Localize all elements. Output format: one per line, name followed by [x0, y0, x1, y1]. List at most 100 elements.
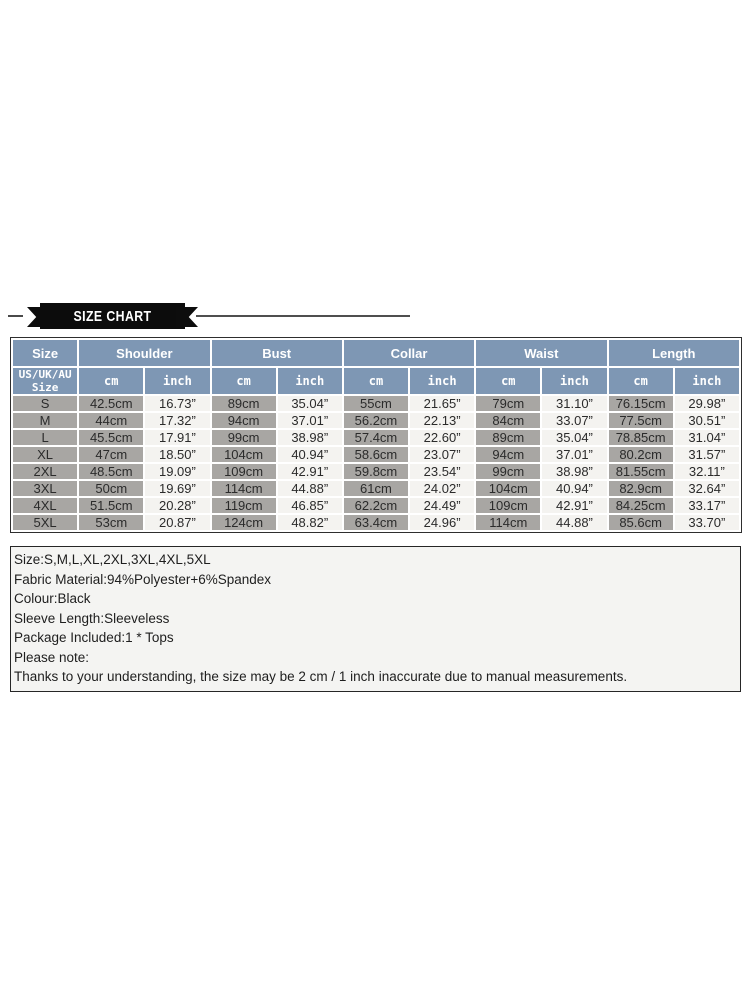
note-line: Sleeve Length:Sleeveless — [14, 610, 170, 626]
cm-value-cell: 79cm — [476, 396, 541, 412]
inch-value-cell: 16.73” — [145, 396, 210, 412]
size-row-2xl: 2XL 48.5cm 19.09” 109cm 42.91” 59.8cm 23.54” 99… — [13, 464, 739, 480]
inch-value-cell: 46.85” — [277, 498, 342, 514]
cm-value-cell: 53cm — [79, 515, 144, 531]
inch-value-cell: 22.13” — [410, 413, 475, 429]
cm-value-cell: 48.5cm — [79, 464, 144, 480]
size-table-container: Size Shoulder Bust Collar Waist Length U… — [10, 337, 742, 534]
cm-value-cell: 77.5cm — [608, 413, 673, 429]
cm-value-cell: 78.85cm — [608, 430, 673, 446]
cm-value-cell: 109cm — [476, 498, 541, 514]
size-standard-line2: Size — [31, 381, 59, 395]
cm-value-cell: 63.4cm — [343, 515, 409, 531]
cm-value-cell: 51.5cm — [79, 498, 144, 514]
cm-value-cell: 81.55cm — [608, 464, 673, 480]
column-header-shoulder: Shoulder — [79, 340, 210, 366]
column-header-size: Size — [13, 340, 78, 366]
size-standard-header: US/UK/AU Size — [13, 368, 78, 395]
inch-value-cell: 40.94” — [277, 447, 342, 463]
size-row-l: L 45.5cm 17.91” 99cm 38.98” 57.4cm 22.60” 89cm 3… — [13, 430, 739, 446]
cm-value-cell: 124cm — [211, 515, 276, 531]
inch-value-cell: 17.32” — [145, 413, 210, 429]
size-label-cell: L — [13, 430, 78, 446]
cm-value-cell: 84.25cm — [608, 498, 673, 514]
inch-value-cell: 19.69” — [145, 481, 210, 497]
cm-value-cell: 47cm — [79, 447, 144, 463]
size-row-xl: XL 47cm 18.50” 104cm 40.94” 58.6cm 23.07” 94cm 3… — [13, 447, 739, 463]
size-label-cell: S — [13, 396, 78, 412]
size-label-cell: 3XL — [13, 481, 78, 497]
cm-value-cell: 119cm — [211, 498, 276, 514]
unit-header-cm: cm — [211, 368, 276, 395]
unit-header-inch: inch — [674, 368, 739, 395]
inch-value-cell: 31.57” — [674, 447, 739, 463]
ribbon-right-tail-icon — [176, 307, 198, 327]
inch-value-cell: 37.01” — [277, 413, 342, 429]
cm-value-cell: 57.4cm — [343, 430, 409, 446]
ribbon-bar: SIZE CHART — [40, 303, 185, 329]
column-header-bust: Bust — [211, 340, 342, 366]
inch-value-cell: 24.96” — [410, 515, 475, 531]
cm-value-cell: 61cm — [343, 481, 409, 497]
inch-value-cell: 23.54” — [410, 464, 475, 480]
cm-value-cell: 59.8cm — [343, 464, 409, 480]
cm-value-cell: 82.9cm — [608, 481, 673, 497]
inch-value-cell: 20.87” — [145, 515, 210, 531]
size-label-cell: 5XL — [13, 515, 78, 531]
cm-value-cell: 114cm — [211, 481, 276, 497]
cm-value-cell: 45.5cm — [79, 430, 144, 446]
inch-value-cell: 42.91” — [542, 498, 607, 514]
note-line: Size:S,M,L,XL,2XL,3XL,4XL,5XL — [14, 552, 211, 567]
inch-value-cell: 44.88” — [542, 515, 607, 531]
inch-value-cell: 24.49” — [410, 498, 475, 514]
cm-value-cell: 76.15cm — [608, 396, 673, 412]
inch-value-cell: 30.51” — [674, 413, 739, 429]
size-label-cell: 4XL — [13, 498, 78, 514]
unit-header-inch: inch — [542, 368, 607, 395]
note-line: Fabric Material:94%Polyester+6%Spandex — [14, 571, 272, 587]
size-row-s: S 42.5cm 16.73” 89cm 35.04” 55cm 21.65” 79cm 31.… — [13, 396, 739, 412]
column-header-length: Length — [608, 340, 739, 366]
inch-value-cell: 18.50” — [145, 447, 210, 463]
banner-right-rule-line — [196, 315, 410, 317]
cm-value-cell: 44cm — [79, 413, 144, 429]
column-header-collar: Collar — [343, 340, 475, 366]
inch-value-cell: 40.94” — [542, 481, 607, 497]
cm-value-cell: 104cm — [476, 481, 541, 497]
size-standard-line1: US/UK/AU — [18, 368, 72, 381]
cm-value-cell: 89cm — [211, 396, 276, 412]
size-label-cell: 2XL — [13, 464, 78, 480]
note-line: Package Included:1 * Tops — [14, 630, 174, 645]
unit-header-inch: inch — [277, 368, 342, 395]
product-notes-box: Size:S,M,L,XL,2XL,3XL,4XL,5XL Fabric Mate… — [10, 546, 741, 692]
size-row-4xl: 4XL 51.5cm 20.28” 119cm 46.85” 62.2cm 24.49” 10… — [13, 498, 739, 514]
size-chart-banner: SIZE CHART — [0, 303, 750, 331]
unit-header-cm: cm — [476, 368, 541, 395]
cm-value-cell: 55cm — [343, 396, 409, 412]
inch-value-cell: 38.98” — [542, 464, 607, 480]
unit-header-row: US/UK/AU Size cm inch cm inch cm inch cm inch cm… — [13, 368, 739, 395]
inch-value-cell: 19.09” — [145, 464, 210, 480]
inch-value-cell: 17.91” — [145, 430, 210, 446]
cm-value-cell: 50cm — [79, 481, 144, 497]
inch-value-cell: 29.98” — [674, 396, 739, 412]
unit-header-cm: cm — [608, 368, 673, 395]
size-row-5xl: 5XL 53cm 20.87” 124cm 48.82” 63.4cm 24.96” 114c… — [13, 515, 739, 531]
size-row-3xl: 3XL 50cm 19.69” 114cm 44.88” 61cm 24.02” 104cm 4… — [13, 481, 739, 497]
inch-value-cell: 48.82” — [277, 515, 342, 531]
inch-value-cell: 23.07” — [410, 447, 475, 463]
cm-value-cell: 85.6cm — [608, 515, 673, 531]
cm-value-cell: 99cm — [476, 464, 541, 480]
cm-value-cell: 99cm — [211, 430, 276, 446]
cm-value-cell: 89cm — [476, 430, 541, 446]
note-line: Thanks to your understanding, the size m… — [14, 669, 628, 684]
unit-header-inch: inch — [145, 368, 210, 395]
inch-value-cell: 33.70” — [674, 515, 739, 531]
cm-value-cell: 104cm — [211, 447, 276, 463]
cm-value-cell: 58.6cm — [343, 447, 409, 463]
group-header-row: Size Shoulder Bust Collar Waist Length — [13, 340, 739, 366]
cm-value-cell: 80.2cm — [608, 447, 673, 463]
size-table: Size Shoulder Bust Collar Waist Length U… — [11, 338, 741, 532]
inch-value-cell: 33.17” — [674, 498, 739, 514]
